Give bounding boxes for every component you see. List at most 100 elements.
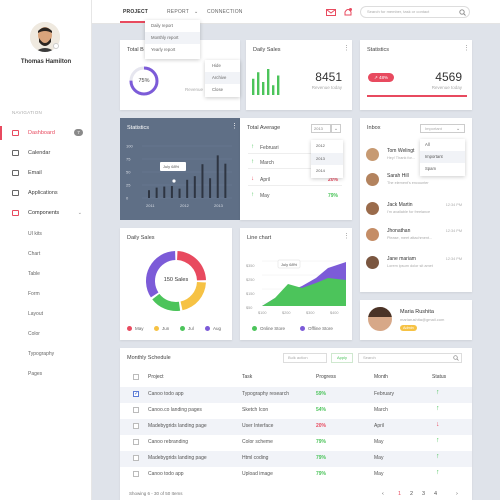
row-checkbox[interactable] (133, 423, 139, 429)
stat-bar (155, 187, 158, 198)
table-row[interactable]: Canoo.co landing pages Sketch Icon 54% M… (120, 403, 472, 419)
statistics-underline (367, 95, 467, 97)
menu-item-monthly-report[interactable]: Monthly report (145, 32, 200, 44)
project-cell: Madebygrids landing page (148, 423, 207, 429)
dashboard-icon (12, 130, 19, 136)
tab-report[interactable]: REPORT (167, 9, 189, 15)
average-month: Februari (260, 145, 279, 151)
bell-icon[interactable] (344, 8, 352, 17)
subitem-typography[interactable]: Typography (28, 351, 55, 357)
search-icon[interactable] (453, 355, 459, 361)
page-link[interactable]: 2 (410, 491, 414, 497)
table-row[interactable]: Canoo todo app Typography research 59% F… (120, 387, 472, 403)
menu-item-yearly-report[interactable]: Yearly report (151, 47, 176, 52)
pagination-info: Showing 6 - 30 of 50 Items (129, 491, 183, 496)
menu-item-spam[interactable]: Spam (425, 166, 436, 171)
table-header: Project Task Progress Month Status (120, 371, 472, 385)
avatar[interactable] (368, 307, 392, 331)
menu-item-year[interactable]: 2014 (316, 168, 325, 173)
apply-button[interactable]: Apply (331, 353, 353, 363)
search-icon[interactable] (459, 9, 466, 16)
table-row[interactable]: Madebygrids landing page User Interface … (120, 419, 472, 435)
menu-item-daily-report[interactable]: Daily report (151, 23, 173, 28)
menu-item-all[interactable]: All (425, 142, 430, 147)
year-select[interactable]: 2013 (311, 124, 331, 133)
table-row[interactable]: Madebygrids landing page Html coding 79%… (120, 451, 472, 467)
sidebar-item-components[interactable]: Components ⌄ (0, 206, 92, 220)
avatar[interactable] (30, 22, 60, 52)
more-options-icon[interactable]: ⋮ (343, 45, 350, 52)
y-tick: 75 (126, 157, 131, 162)
stat-bar (224, 163, 227, 198)
inbox-message[interactable]: Jane mariam Lorem ipsum dolor sit amet 1… (366, 253, 466, 275)
inbox-message[interactable]: Jhonathan Please, meet attachment... 12:… (366, 225, 466, 247)
role-badge: Admin (400, 325, 417, 331)
menu-item-important[interactable]: Important (420, 151, 465, 163)
sidebar-item-dashboard[interactable]: Dashboard 7 (0, 126, 92, 140)
subitem-form[interactable]: Form (28, 291, 40, 297)
page-link[interactable]: 4 (434, 491, 438, 497)
inbox-message[interactable]: Sarah Hill The element's encounter (366, 170, 466, 192)
next-page-icon[interactable]: › (456, 491, 458, 497)
row-checkbox[interactable] (133, 390, 139, 397)
sidebar-item-calendar[interactable]: Calendar (0, 146, 92, 160)
chevron-down-icon: ⌄ (77, 210, 82, 216)
column-header[interactable]: Task (242, 374, 253, 380)
legend-swatch (180, 326, 185, 331)
sidebar-item-applications[interactable]: Applications (0, 186, 92, 200)
schedule-search-input[interactable]: Search (358, 353, 462, 363)
sidebar-item-label: Calendar (28, 150, 51, 156)
more-options-icon[interactable]: ⋮ (463, 45, 470, 52)
row-checkbox[interactable] (133, 471, 139, 477)
subitem-pages[interactable]: Pages (28, 371, 43, 377)
chevron-down-icon[interactable]: ⌄ (331, 124, 341, 133)
menu-item-hide[interactable]: Hide (212, 63, 221, 68)
subitem-color[interactable]: Color (28, 331, 40, 337)
table-row[interactable]: Canoo rebranding Color scheme 79% May ↑ (120, 435, 472, 451)
menu-item-year[interactable]: 2013 (311, 152, 343, 165)
profile-card: Maria Rushita mariarushita@gmail.com Adm… (360, 300, 472, 340)
line-chart-card: Line chart ⋮ July 68% $350 $250 $150 $50… (240, 228, 352, 340)
task-cell: Typography research (242, 391, 289, 397)
row-checkbox[interactable] (133, 407, 139, 413)
column-header[interactable]: Month (374, 374, 388, 380)
task-cell: Html coding (242, 455, 269, 461)
inbox-filter-select[interactable]: Important (420, 124, 465, 133)
menu-item-year[interactable]: 2012 (316, 143, 325, 148)
page-link[interactable]: 1 (398, 491, 402, 497)
subitem-layout[interactable]: Layout (28, 311, 44, 317)
table-row[interactable]: Canoo todo app Upload image 79% May ↑ (120, 467, 472, 483)
column-header[interactable]: Project (148, 374, 164, 380)
subitem-chart[interactable]: Chart (28, 251, 41, 257)
row-checkbox[interactable] (133, 439, 139, 445)
subitem-table[interactable]: Table (28, 271, 40, 277)
prev-page-icon[interactable]: ‹ (382, 491, 384, 497)
row-checkbox[interactable] (133, 455, 139, 461)
pie-slice (180, 282, 206, 311)
inbox-message[interactable]: Tom Welingt Hey! Thank for... (366, 145, 466, 167)
subitem-ui-kits[interactable]: UI kits (28, 231, 42, 237)
project-cell: Canoo.co landing pages (148, 407, 202, 413)
chart-tooltip-label: July 68% (163, 164, 180, 169)
tab-connection[interactable]: CONNECTION (207, 9, 243, 15)
arrow-up-icon: ↑ (251, 144, 254, 150)
bulk-action-select[interactable]: Bulk action (283, 353, 327, 363)
chevron-down-icon[interactable]: ⌄ (456, 126, 461, 132)
stat-bar (201, 164, 204, 198)
column-header[interactable]: Status (432, 374, 447, 380)
applications-icon (12, 190, 19, 196)
inbox-message[interactable]: Jack Martin I'm available for freelance … (366, 199, 466, 221)
page-link[interactable]: 3 (422, 491, 426, 497)
mail-icon[interactable] (326, 9, 336, 16)
card-options-menu: Hide Archive Close (205, 60, 240, 97)
menu-item-close[interactable]: Close (212, 87, 223, 92)
column-header[interactable]: Progress (316, 374, 337, 380)
sidebar-item-label: Components (28, 210, 60, 216)
chevron-down-icon[interactable]: ⌄ (194, 9, 199, 15)
sender-name: Jhonathan (387, 228, 411, 234)
sidebar-item-email[interactable]: Email (0, 166, 92, 180)
select-all-checkbox[interactable] (133, 374, 139, 380)
tab-project[interactable]: PROJECT (123, 9, 149, 15)
menu-item-archive[interactable]: Archive (205, 72, 240, 84)
global-search-input[interactable]: Search for member, task or contact (360, 6, 470, 18)
